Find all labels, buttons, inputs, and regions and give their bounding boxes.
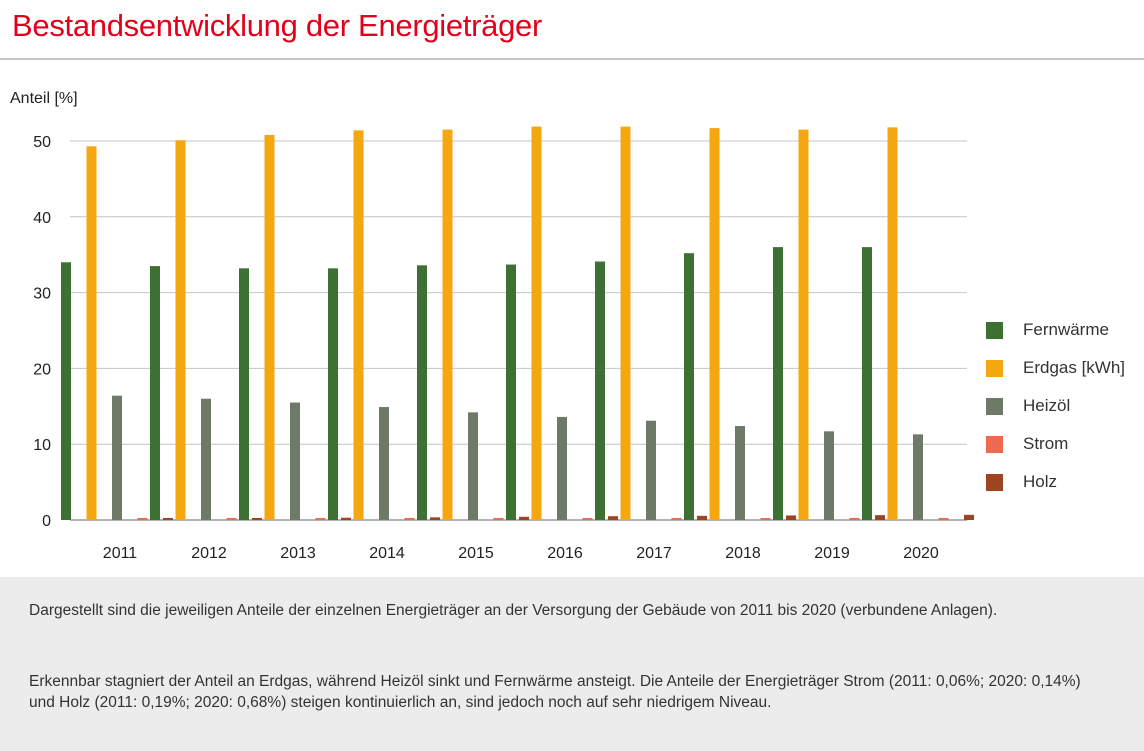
bar-strom-2017 — [671, 518, 682, 520]
legend-swatch — [986, 435, 1003, 453]
legend-swatch — [986, 397, 1003, 415]
y-axis-label: Anteil [%] — [10, 90, 78, 107]
legend-item: Strom — [986, 425, 1125, 463]
legend-item: Fernwärme — [986, 311, 1125, 349]
legend-item: Heizöl — [986, 387, 1125, 425]
bar-fernwärme-2012 — [150, 266, 160, 520]
bar-fernwärme-2019 — [773, 247, 783, 520]
bars — [61, 126, 974, 521]
x-tick-label: 2011 — [103, 545, 138, 562]
bar-heizöl-2016 — [557, 416, 567, 520]
bar-strom-2020 — [938, 518, 949, 520]
gridlines — [70, 140, 967, 521]
x-tick-label: 2013 — [280, 545, 316, 562]
chart-legend: Fernwärme Erdgas [kWh] Heizöl Strom Holz — [986, 311, 1125, 501]
bar-heizöl-2013 — [290, 402, 300, 520]
bar-erdgas-kwh-2018 — [709, 128, 720, 520]
legend-swatch — [986, 359, 1003, 377]
legend-label: Erdgas [kWh] — [1023, 358, 1126, 377]
y-tick-label: 50 — [33, 134, 51, 151]
bar-heizöl-2015 — [468, 412, 478, 520]
bar-heizöl-2020 — [913, 434, 923, 520]
x-tick-label: 2019 — [814, 545, 850, 562]
bar-fernwärme-2011 — [61, 262, 71, 520]
bar-fernwärme-2015 — [417, 265, 427, 520]
bar-strom-2018 — [760, 518, 771, 520]
bar-holz-2016 — [608, 516, 618, 520]
bar-erdgas-kwh-2016 — [531, 126, 542, 521]
x-tick-label: 2014 — [369, 545, 405, 562]
bar-strom-2019 — [849, 518, 860, 520]
page-title: Bestandsentwicklung der Energieträger — [12, 8, 542, 43]
bar-fernwärme-2014 — [328, 268, 338, 520]
title-divider — [0, 58, 1144, 60]
x-tick-label: 2018 — [725, 545, 761, 562]
x-tick-label: 2012 — [191, 545, 227, 562]
description-paragraph-2: Erkennbar stagniert der Anteil an Erdgas… — [29, 673, 1081, 711]
bar-fernwärme-2017 — [595, 261, 605, 520]
bar-holz-2019 — [875, 515, 885, 520]
bar-erdgas-kwh-2011 — [86, 146, 97, 520]
bar-erdgas-kwh-2013 — [264, 134, 275, 520]
bar-holz-2014 — [430, 517, 440, 520]
bar-erdgas-kwh-2017 — [620, 126, 631, 521]
bar-heizöl-2017 — [646, 420, 656, 520]
x-tick-label: 2016 — [547, 545, 583, 562]
legend-item: Erdgas [kWh] — [986, 349, 1125, 387]
y-tick-label: 10 — [33, 437, 51, 454]
bar-fernwärme-2020 — [862, 247, 872, 520]
description-box: Dargestellt sind die jeweiligen Anteile … — [0, 577, 1144, 751]
x-axis-ticks: 2011 2012 2013 2014 2015 2016 2017 2018 2019 2020 — [103, 545, 939, 562]
legend-swatch — [986, 473, 1003, 491]
bar-erdgas-kwh-2020 — [887, 127, 898, 520]
y-tick-label: 20 — [33, 361, 51, 378]
x-tick-label: 2020 — [903, 545, 939, 562]
bar-strom-2016 — [582, 518, 593, 520]
x-tick-label: 2015 — [458, 545, 494, 562]
legend-label: Heizöl — [1023, 396, 1071, 415]
y-tick-label: 30 — [33, 286, 51, 303]
description-paragraph-1: Dargestellt sind die jeweiligen Anteile … — [29, 602, 998, 619]
bar-erdgas-kwh-2015 — [442, 129, 453, 520]
bar-heizöl-2012 — [201, 398, 211, 520]
y-tick-label: 40 — [33, 210, 51, 227]
bar-holz-2015 — [519, 516, 529, 520]
bar-erdgas-kwh-2019 — [798, 129, 809, 520]
bar-holz-2018 — [786, 515, 796, 520]
bar-fernwärme-2018 — [684, 253, 694, 520]
y-axis-ticks: 0 10 20 30 40 50 — [33, 134, 51, 530]
bar-holz-2013 — [341, 517, 351, 520]
bar-heizöl-2014 — [379, 407, 389, 520]
legend-swatch — [986, 321, 1003, 339]
legend-label: Fernwärme — [1023, 320, 1109, 339]
bar-holz-2020 — [964, 514, 974, 520]
legend-label: Strom — [1023, 434, 1069, 453]
bar-heizöl-2019 — [824, 431, 834, 520]
bar-holz-2017 — [697, 515, 707, 520]
bar-strom-2015 — [493, 518, 504, 520]
y-tick-label: 0 — [42, 513, 51, 530]
bar-strom-2011 — [137, 518, 148, 520]
bar-chart: 0 10 20 30 40 50 2011 2012 2013 2014 2015 2016 2017… — [10, 90, 974, 562]
bar-strom-2013 — [315, 518, 326, 520]
legend-item: Holz — [986, 463, 1125, 501]
bar-heizöl-2011 — [112, 395, 122, 520]
bar-erdgas-kwh-2014 — [353, 130, 364, 520]
bar-holz-2012 — [252, 518, 262, 520]
legend-label: Holz — [1023, 472, 1058, 491]
bar-strom-2014 — [404, 518, 415, 520]
bar-fernwärme-2013 — [239, 268, 249, 520]
bar-holz-2011 — [163, 518, 173, 520]
bar-heizöl-2018 — [735, 426, 745, 520]
bar-fernwärme-2016 — [506, 264, 516, 520]
x-tick-label: 2017 — [636, 545, 672, 562]
bar-erdgas-kwh-2012 — [175, 140, 186, 520]
bar-strom-2012 — [226, 518, 237, 520]
